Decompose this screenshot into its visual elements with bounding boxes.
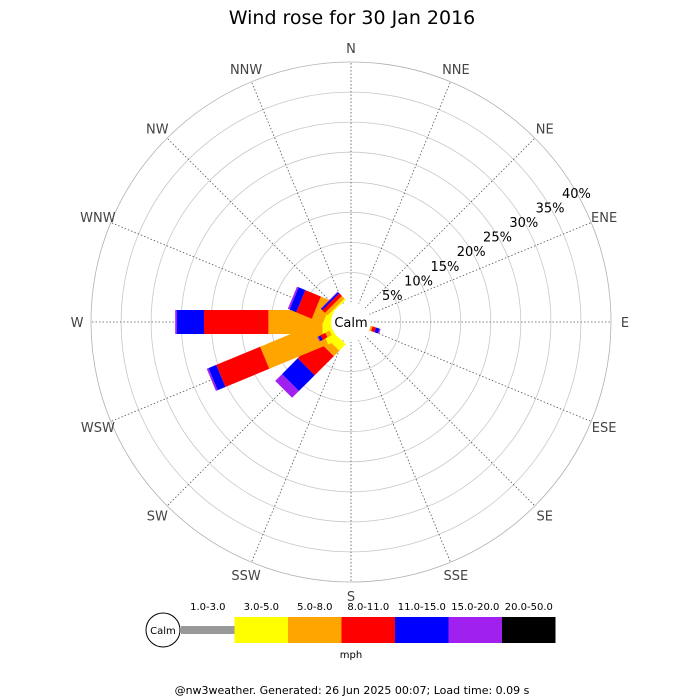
bar-wnw-bin-5	[289, 287, 306, 313]
direction-label-n: N	[346, 42, 356, 57]
direction-label-ene: ENE	[591, 211, 617, 226]
radial-tick-30: 30%	[509, 216, 538, 231]
spoke-sse	[358, 339, 451, 563]
bar-nw-bin-4	[322, 293, 342, 313]
radial-tick-35: 35%	[536, 202, 565, 217]
bar-minor-1-bin-2	[329, 328, 335, 336]
direction-label-wnw: WNW	[80, 211, 116, 226]
legend-label-5: 11.0-15.0	[398, 602, 446, 613]
wind-bars	[175, 286, 381, 398]
legend-label-2: 3.0-5.0	[244, 602, 279, 613]
legend-swatch-6	[448, 617, 502, 643]
bar-minor-2-bin-6	[377, 328, 381, 334]
bar-w-bin-6	[175, 310, 177, 334]
legend-label-1: 1.0-3.0	[190, 602, 225, 613]
spoke-nne	[358, 81, 451, 305]
direction-label-se: SE	[536, 510, 552, 525]
footer-text: @nw3weather. Generated: 26 Jun 2025 00:0…	[175, 684, 530, 697]
radial-tick-5: 5%	[382, 289, 403, 304]
calm-center-label: Calm	[334, 316, 367, 331]
bar-minor-1-bin-5	[318, 335, 323, 341]
bar-sw-bin-5	[282, 358, 315, 391]
direction-label-wsw: WSW	[81, 421, 115, 436]
spoke-nnw	[251, 81, 344, 305]
bar-wsw-bin-5	[208, 364, 226, 391]
spoke-wnw	[110, 222, 334, 315]
bar-nw-bin-3	[324, 295, 345, 316]
legend-swatch-3	[288, 617, 342, 643]
bar-wnw-bin-6	[287, 286, 299, 310]
spoke-ne	[364, 137, 536, 309]
radial-tick-labels: 5%10%15%20%25%30%35%40%	[382, 187, 591, 304]
radial-tick-20: 20%	[457, 245, 486, 260]
bar-minor-2-bin-3	[368, 325, 373, 332]
legend-swatch-5	[395, 617, 449, 643]
direction-label-sw: SW	[147, 510, 168, 525]
spoke-sw	[166, 335, 338, 507]
direction-label-nne: NNE	[442, 63, 470, 78]
legend-label-6: 15.0-20.0	[451, 602, 499, 613]
legend-unit-label: mph	[340, 650, 362, 661]
bar-sw-bin-6	[275, 374, 299, 398]
bar-nw-bin-6	[320, 291, 338, 309]
bar-minor-2-bin-5	[374, 327, 380, 334]
direction-label-sse: SSE	[444, 569, 469, 584]
radial-tick-15: 15%	[430, 260, 459, 275]
spoke-nw	[166, 137, 338, 309]
legend-label-4: 8.0-11.0	[347, 602, 389, 613]
grid-ring	[150, 121, 552, 523]
bar-wsw-bin-6	[206, 368, 218, 391]
direction-label-nw: NW	[146, 122, 169, 137]
grid-ring	[90, 61, 612, 583]
calm-circle	[331, 302, 371, 342]
calm-center: Calm	[331, 302, 371, 342]
direction-label-ese: ESE	[592, 421, 617, 436]
radial-tick-40: 40%	[562, 187, 591, 202]
direction-label-nnw: NNW	[230, 63, 262, 78]
bar-wnw-bin-4	[296, 290, 321, 319]
bar-minor-2-bin-4	[371, 326, 376, 333]
spoke-ene	[368, 222, 592, 315]
direction-label-w: W	[71, 316, 84, 331]
direction-label-s: S	[347, 590, 355, 605]
bar-w-bin-5	[177, 310, 204, 334]
legend-swatch-7	[502, 617, 556, 643]
chart-title: Wind rose for 30 Jan 2016	[229, 7, 476, 29]
spoke-ese	[368, 329, 592, 422]
legend-label-7: 20.0-50.0	[505, 602, 553, 613]
radial-tick-25: 25%	[483, 231, 512, 246]
bar-wsw-bin-4	[216, 346, 270, 387]
direction-label-ne: NE	[536, 122, 554, 137]
bar-minor-1-bin-4	[320, 332, 328, 340]
bar-nw-bin-2	[327, 298, 346, 317]
legend-calm-label: Calm	[150, 626, 176, 637]
bar-w-bin-4	[204, 310, 269, 334]
bar-nw-bin-5	[321, 292, 340, 311]
spoke-ssw	[251, 339, 344, 563]
bar-minor-1-bin-6	[317, 336, 321, 342]
direction-label-e: E	[621, 316, 629, 331]
legend-calm-circle	[145, 612, 181, 648]
legend-swatch-2	[234, 617, 288, 643]
bar-sw-bin-4	[297, 339, 334, 376]
legend-label-3: 5.0-8.0	[297, 602, 332, 613]
legend-swatch-4	[341, 617, 395, 643]
direction-label-ssw: SSW	[231, 569, 261, 584]
legend-swatch-1	[181, 626, 235, 634]
speed-legend: Calm 1.0-3.0 3.0-5.0 5.0-8.0 8.0-11.0 11.0-1…	[145, 602, 556, 661]
bar-minor-1-bin-3	[325, 330, 332, 338]
radial-tick-10: 10%	[404, 274, 433, 289]
spoke-se	[364, 335, 536, 507]
direction-labels: N NNE NE ENE E ESE SE SSE S SSW SW WSW W WNW NW NNW	[71, 42, 630, 605]
